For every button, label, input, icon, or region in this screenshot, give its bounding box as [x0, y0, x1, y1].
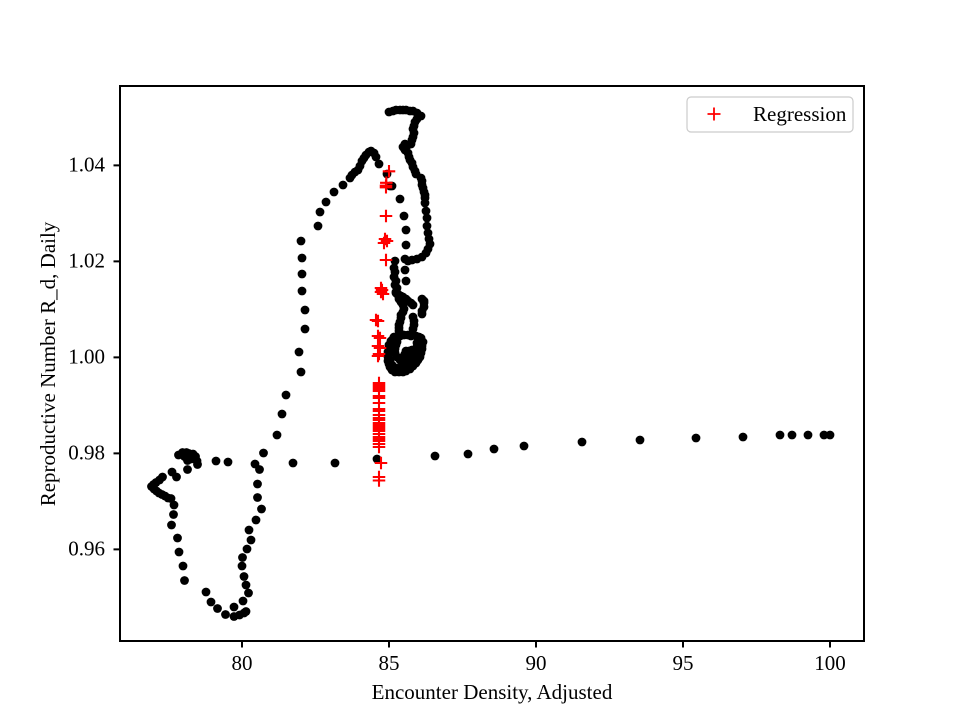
- svg-text:90: 90: [526, 651, 547, 675]
- svg-text:85: 85: [379, 651, 400, 675]
- svg-text:0.98: 0.98: [68, 441, 105, 465]
- svg-text:1.02: 1.02: [68, 249, 105, 273]
- svg-text:1.04: 1.04: [68, 153, 105, 177]
- svg-text:1.00: 1.00: [68, 345, 105, 369]
- svg-text:0.96: 0.96: [68, 537, 105, 561]
- svg-text:Regression: Regression: [753, 102, 847, 126]
- svg-text:100: 100: [814, 651, 846, 675]
- svg-text:Reproductive Number R_d, Daily: Reproductive Number R_d, Daily: [36, 221, 60, 506]
- svg-text:Encounter Density, Adjusted: Encounter Density, Adjusted: [372, 680, 613, 704]
- svg-text:80: 80: [232, 651, 253, 675]
- svg-text:95: 95: [673, 651, 694, 675]
